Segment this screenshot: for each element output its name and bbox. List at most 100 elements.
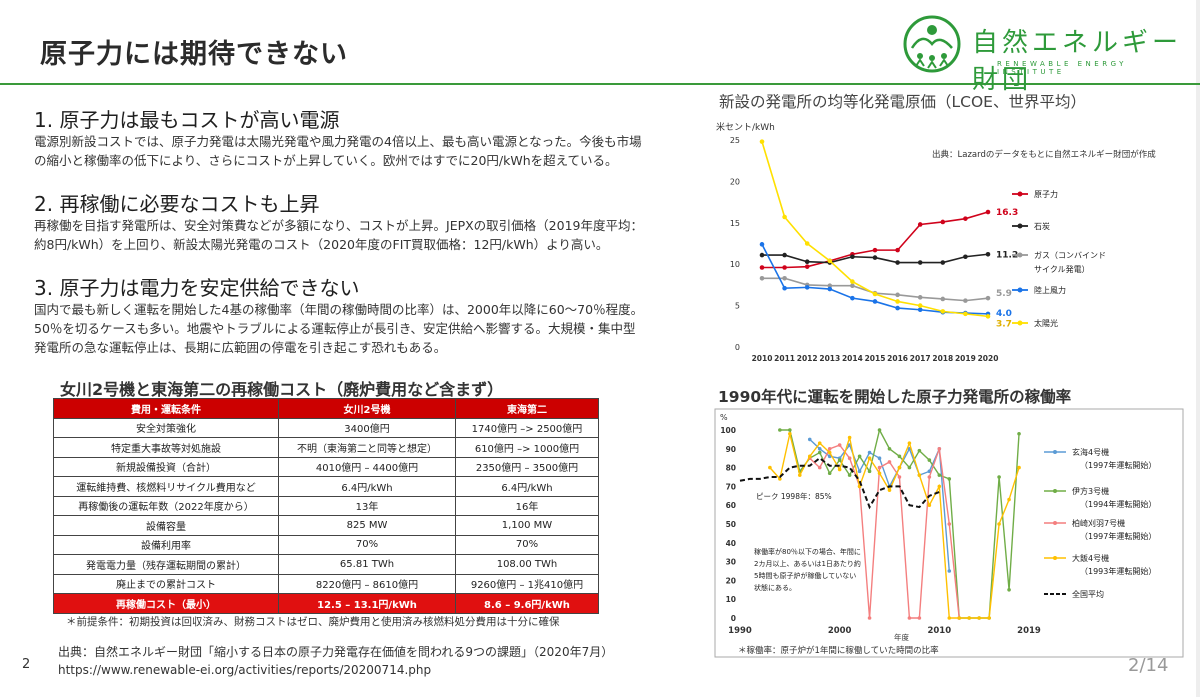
legend-entry: 玄海4号機 xyxy=(1072,447,1109,457)
table-cell: 安全対策強化 xyxy=(52,417,280,438)
table-cell: 3400億円 xyxy=(278,417,456,438)
y-tick-label: 90 xyxy=(726,445,736,454)
table-cell: 運転維持費、核燃料リサイクル費用など xyxy=(52,476,280,497)
x-tick-label: 1990 xyxy=(728,626,752,636)
data-point xyxy=(827,286,833,292)
y-axis-label: 米セント/kWh xyxy=(716,121,775,133)
data-point xyxy=(927,469,932,474)
table-cell: 2350億円 – 3500億円 xyxy=(454,456,600,477)
table-cell: 新規設備投資（合計） xyxy=(52,456,280,477)
legend-marker xyxy=(1017,223,1023,229)
data-point xyxy=(804,285,810,290)
data-point xyxy=(788,428,792,432)
data-point xyxy=(895,299,900,304)
data-point xyxy=(947,477,952,481)
data-point xyxy=(947,569,952,573)
data-point xyxy=(940,309,946,314)
table-header: 東海第二 xyxy=(454,398,600,419)
table-cell: 再稼働後の運転年数（2022年度から） xyxy=(52,495,280,516)
table-cell: 12.5 – 13.1円/kWh xyxy=(278,593,456,614)
data-point xyxy=(937,473,942,477)
y-tick-label: 0 xyxy=(731,614,736,623)
table-cell: 6.4円/kWh xyxy=(278,476,456,497)
table-cell: 不明（東海第二と同等と想定） xyxy=(278,437,456,458)
legend-marker xyxy=(1017,320,1023,326)
sun-people-logo-icon xyxy=(903,15,961,73)
y-tick-label: 30 xyxy=(726,558,736,567)
chart-footnote: ＊稼働率：原子炉が1年間に稼働していた時間の比率 xyxy=(738,645,939,656)
source-url[interactable]: https://www.renewable-ei.org/activities/… xyxy=(58,663,432,677)
peak-label: ピーク 1998年：85% xyxy=(756,491,832,501)
data-point xyxy=(963,311,968,317)
data-point xyxy=(867,456,872,460)
table-cell: 1,100 MW xyxy=(454,515,600,536)
data-point xyxy=(817,450,822,455)
x-tick-label: 2019 xyxy=(1017,626,1041,636)
table-cell: 4010億円 – 4400億円 xyxy=(278,456,456,477)
data-point xyxy=(857,469,862,474)
legend-entry-sub: （1997年運転開始） xyxy=(1080,460,1156,470)
logo-name-en: RENEWABLE ENERGY INSTITUTE xyxy=(997,60,1127,76)
data-point xyxy=(778,428,782,432)
legend-marker xyxy=(1053,556,1057,560)
data-point xyxy=(947,522,952,526)
series-line xyxy=(762,277,989,302)
legend-entry: 石炭 xyxy=(1034,222,1050,231)
data-point xyxy=(895,305,900,311)
data-point xyxy=(877,471,882,476)
table-row: 新規設備投資（合計） 4010億円 – 4400億円 2350億円 – 3500億円 xyxy=(52,456,600,477)
section-1-heading: 1. 原子力は最もコストが高い電源 xyxy=(34,108,340,132)
page-title: 原子力には期待できない xyxy=(40,39,348,70)
data-point xyxy=(940,219,946,225)
data-point xyxy=(937,484,942,489)
data-point xyxy=(897,454,902,459)
page-number: 2 xyxy=(22,657,31,672)
data-point xyxy=(940,260,946,265)
table-cell: 70% xyxy=(454,534,600,555)
data-point xyxy=(782,214,787,220)
x-tick-label: 2019 xyxy=(955,354,976,363)
lcoe-chart: 米セント/kWh 出典：Lazardのデータをもとに自然エネルギー財団が作成 0 5 1… xyxy=(716,121,1156,363)
y-tick-label: 100 xyxy=(720,426,736,435)
legend-entry-sub: （1997年運転開始） xyxy=(1080,531,1156,541)
section-2-body: 再稼働を目指す発電所は、安全対策費などが多額になり、コストが上昇。JEPXの取引… xyxy=(34,216,699,254)
y-tick-label: 50 xyxy=(726,520,736,529)
data-point xyxy=(897,475,902,479)
data-point xyxy=(872,247,878,253)
legend-entry: 柏崎刈羽7号機 xyxy=(1072,518,1125,528)
data-point xyxy=(827,450,832,455)
table-total-row: 再稼働コスト（最小） 12.5 – 13.1円/kWh 8.6 – 9.6円/kWh xyxy=(52,593,600,614)
data-point xyxy=(807,437,812,442)
legend-marker xyxy=(1017,191,1023,197)
data-point xyxy=(947,616,952,620)
section-2-line: 再稼働を目指す発電所は、安全対策費などが多額になり、コストが上昇。JEPXの取引… xyxy=(34,218,643,233)
data-point xyxy=(917,295,923,300)
data-point xyxy=(907,616,912,620)
data-point xyxy=(817,465,822,470)
data-point xyxy=(917,307,923,313)
data-point xyxy=(827,258,833,264)
data-point xyxy=(985,314,991,319)
data-point xyxy=(759,242,765,247)
data-label: 11.2 xyxy=(996,250,1018,260)
legend-entry: 全国平均 xyxy=(1072,589,1104,599)
table-cell: 8220億円 – 8610億円 xyxy=(278,573,456,594)
legend-entry: 伊方3号機 xyxy=(1072,486,1109,496)
data-point xyxy=(867,469,872,474)
legend-marker xyxy=(1053,521,1057,525)
data-label: 4.0 xyxy=(996,309,1012,319)
table-cell: 610億円 –> 1000億円 xyxy=(454,437,600,458)
table-cell: 再稼働コスト（最小） xyxy=(52,593,280,614)
capacity-chart: % 0 10 20 30 40 50 60 70 80 90 100 1990 2000 2010 2019 年… xyxy=(714,408,1184,658)
source-note: 出典：Lazardのデータをもとに自然エネルギー財団が作成 xyxy=(932,149,1156,160)
y-tick-label: 20 xyxy=(730,177,740,186)
table-cell: 設備利用率 xyxy=(52,534,280,555)
section-1-line: の縮小と稼働率の低下により、さらにコストが上昇していく。欧州ではすでに20円/k… xyxy=(34,153,618,168)
data-point xyxy=(927,503,932,507)
capacity-chart-title: 1990年代に運転を開始した原子力発電所の稼働率 xyxy=(718,388,1072,406)
data-point xyxy=(963,216,968,221)
legend-entry: 原子力 xyxy=(1034,189,1058,199)
table-header: 費用・運転条件 xyxy=(52,398,280,419)
data-point xyxy=(1007,588,1011,592)
legend-entry-sub: （1993年運転開始） xyxy=(1080,566,1156,576)
